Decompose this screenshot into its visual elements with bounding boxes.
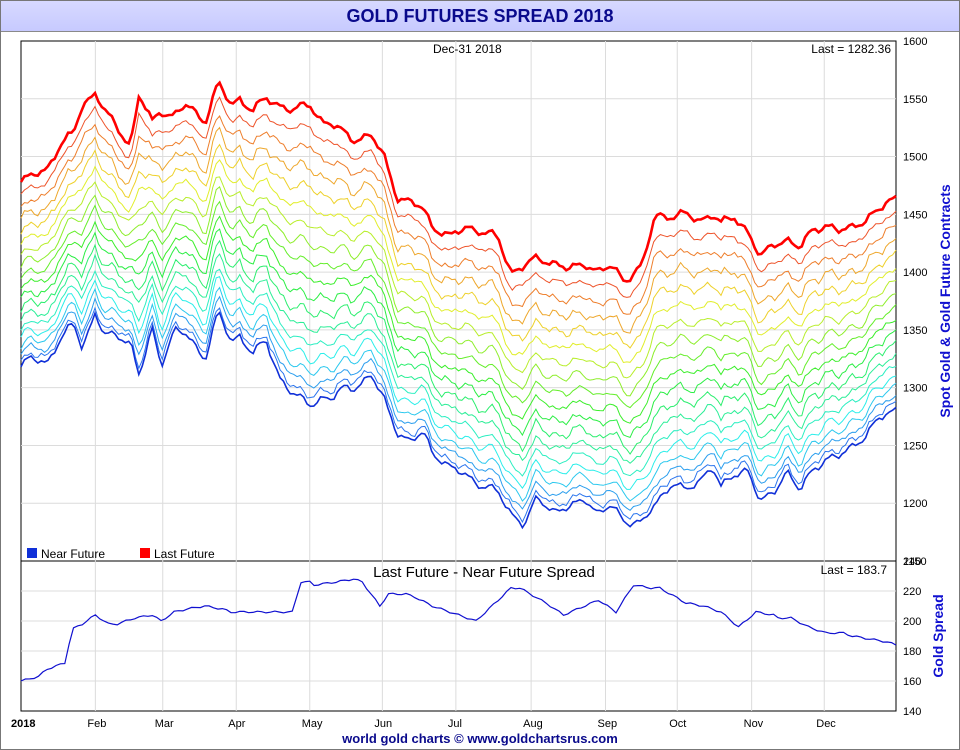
futures-contract-line: [20, 228, 897, 439]
chart-title: GOLD FUTURES SPREAD 2018: [1, 1, 959, 32]
near-future-line: [20, 310, 897, 530]
spread-y-tick-label: 180: [903, 646, 921, 658]
spread-last-value: Last = 183.7: [821, 563, 888, 577]
main-y-tick-label: 1150: [903, 556, 927, 568]
date-label: Dec-31 2018: [433, 42, 502, 56]
spread-y-tick-label: 200: [903, 616, 921, 628]
main-y-tick-label: 1450: [903, 209, 927, 221]
spread-plot-area: [20, 560, 897, 712]
futures-contract-line: [20, 306, 897, 524]
futures-contract-line: [20, 295, 897, 511]
futures-contract-line: [20, 96, 897, 298]
last-future-line: [19, 80, 897, 283]
x-tick-label: Mar: [155, 718, 174, 730]
footer-credit: world gold charts © www.goldchartsrus.co…: [342, 731, 618, 746]
x-tick-label: Nov: [744, 718, 764, 730]
futures-contract-line: [20, 143, 897, 349]
spread-line: [20, 578, 897, 682]
spread-y-tick-label: 160: [903, 676, 921, 688]
legend-swatch-last: [140, 548, 150, 558]
spread-title: Last Future - Near Future Spread: [373, 564, 595, 581]
futures-contract-line: [20, 200, 897, 409]
spread-y-tick-label: 240: [903, 556, 921, 568]
futures-contract-line: [20, 185, 897, 397]
x-tick-label: Jul: [448, 718, 462, 730]
futures-contract-line: [20, 115, 897, 315]
futures-contract-line: [20, 253, 897, 464]
x-tick-label: Apr: [228, 718, 245, 730]
main-y-tick-label: 1550: [903, 94, 927, 106]
spread-y-tick-label: 220: [903, 586, 921, 598]
main-y-tick-label: 1400: [903, 267, 927, 279]
main-last-value: Last = 1282.36: [811, 42, 891, 56]
legend-swatch-near: [27, 548, 37, 558]
futures-contract-line: [20, 176, 897, 379]
futures-contract-line: [20, 159, 897, 364]
futures-contract-line: [20, 126, 897, 334]
main-y-tick-label: 1350: [903, 325, 927, 337]
futures-contract-line: [20, 239, 897, 455]
futures-contract-line: [20, 276, 897, 490]
x-tick-label: May: [302, 718, 323, 730]
legend-label-near: Near Future: [41, 547, 105, 561]
main-y-tick-label: 1500: [903, 152, 927, 164]
x-tick-label: Dec: [816, 718, 836, 730]
x-tick-label: Aug: [523, 718, 543, 730]
main-y-tick-label: 1250: [903, 440, 927, 452]
x-tick-label: 2018: [11, 718, 35, 730]
main-y-tick-label: 1300: [903, 383, 927, 395]
legend-label-last: Last Future: [154, 547, 215, 561]
futures-contract-line: [20, 268, 897, 477]
main-y-tick-label: 1200: [903, 498, 927, 510]
x-tick-label: Sep: [598, 718, 618, 730]
main-y-axis-title: Spot Gold & Gold Future Contracts: [937, 184, 953, 418]
futures-contract-line: [20, 286, 897, 502]
spread-y-tick-label: 140: [903, 706, 921, 718]
x-tick-label: Oct: [669, 718, 686, 730]
futures-contract-line: [20, 215, 897, 424]
x-tick-label: Feb: [87, 718, 106, 730]
spread-y-axis-title: Gold Spread: [930, 594, 946, 677]
main-y-tick-label: 1600: [903, 36, 927, 48]
x-tick-label: Jun: [374, 718, 392, 730]
